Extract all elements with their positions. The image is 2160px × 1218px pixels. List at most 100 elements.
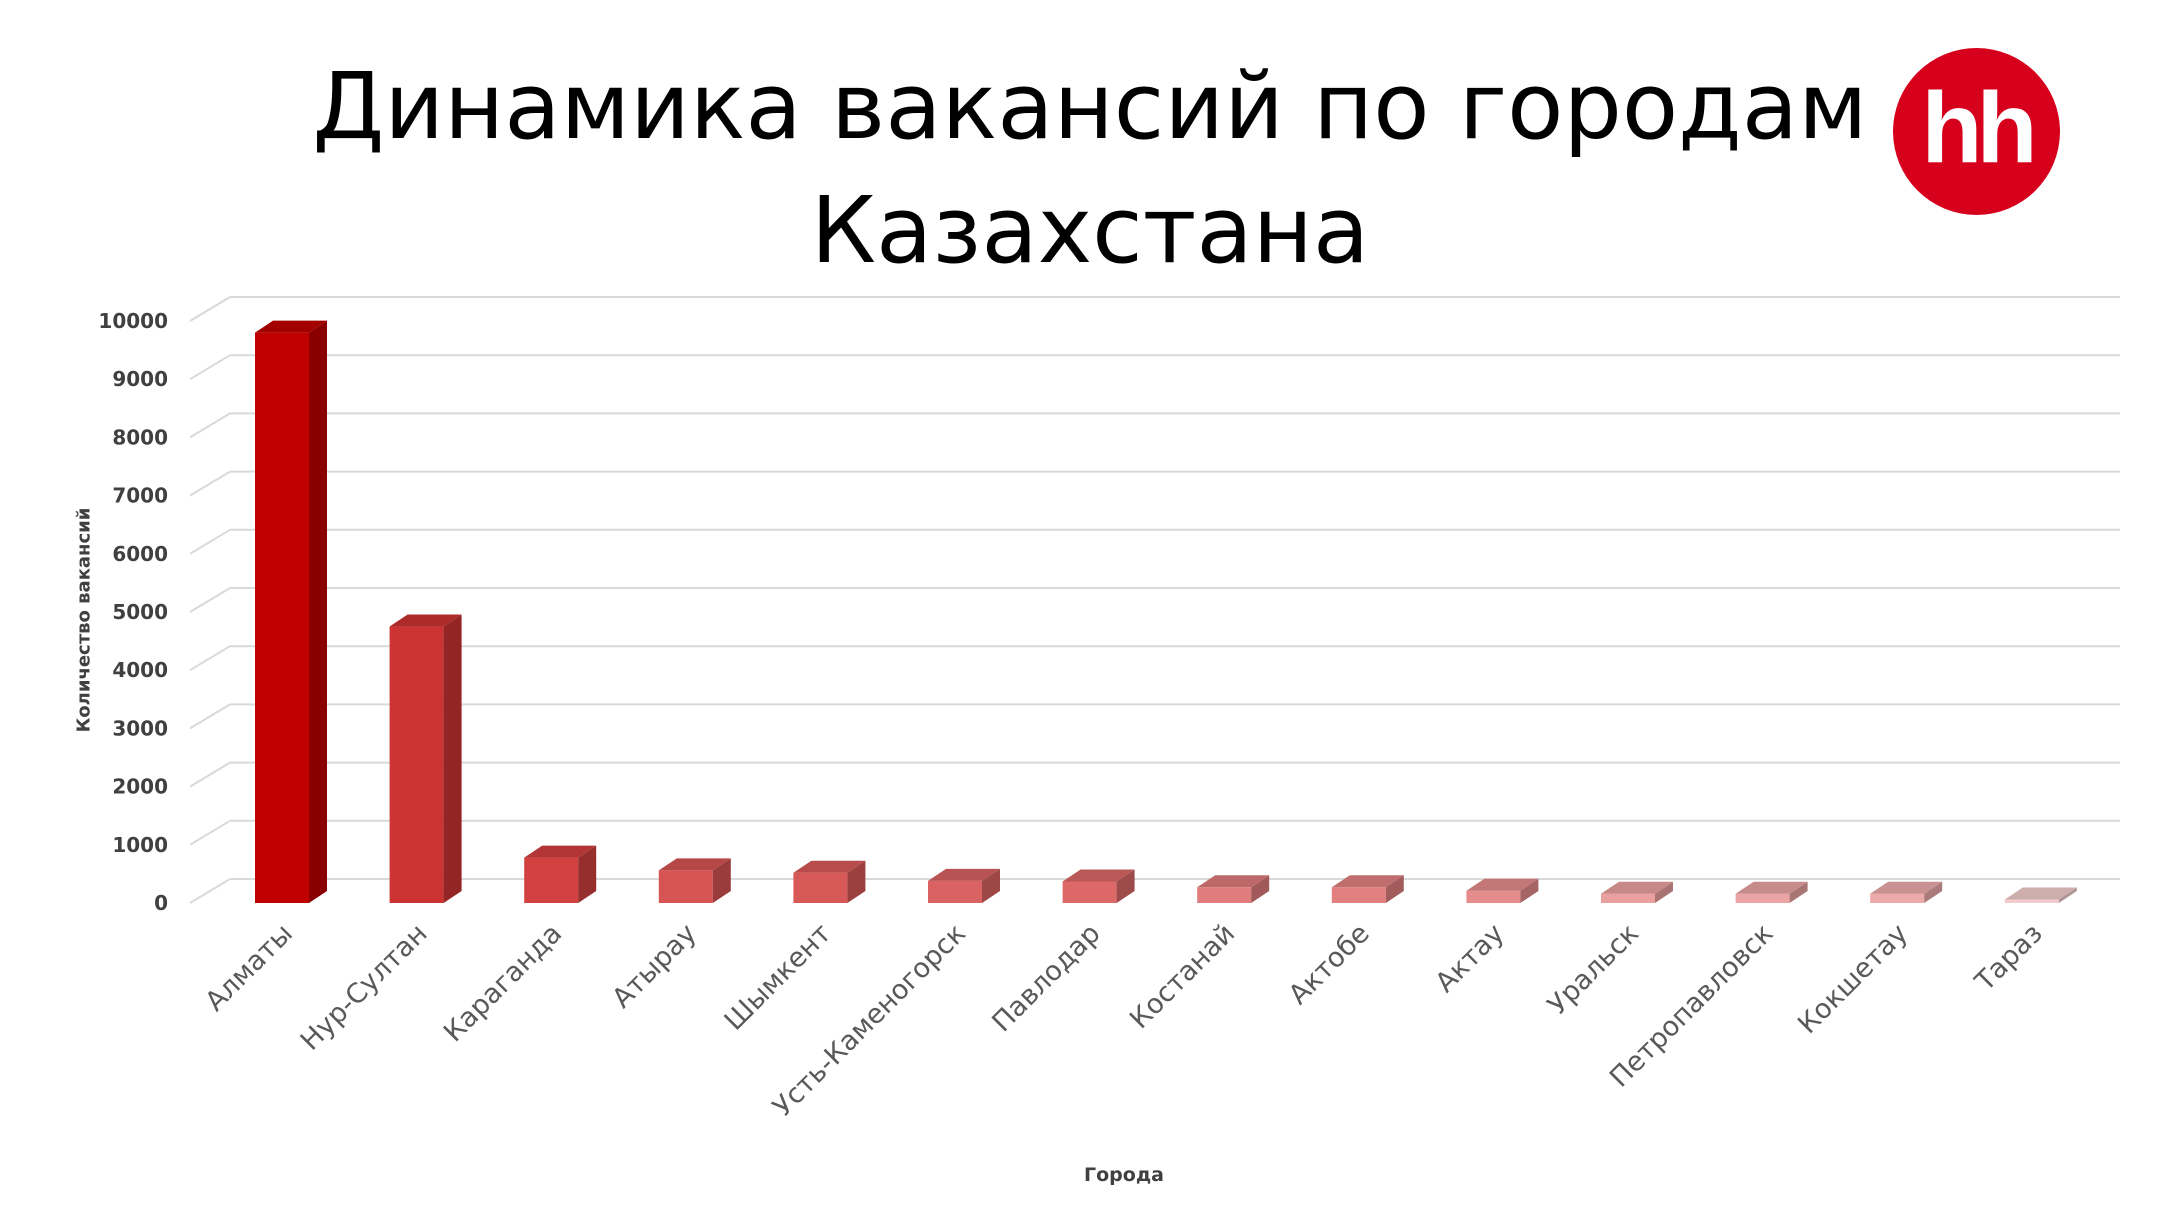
y-tick-label: 0 <box>154 891 168 915</box>
y-tick-labels: 0 1000 2000 3000 4000 5000 6000 7000 8000 9000 100… <box>98 309 168 915</box>
x-tick-label: Тараз <box>1969 918 2049 998</box>
bar-side <box>847 860 866 903</box>
bar-side <box>1385 875 1404 903</box>
x-tick-label: Актау <box>1430 918 1511 999</box>
x-tick-label: Кокшетау <box>1792 918 1914 1040</box>
bar <box>255 320 327 903</box>
hh-logo-text: hh <box>1921 71 2037 184</box>
bar-top <box>1870 881 1943 894</box>
gridline-side <box>189 587 231 613</box>
bar <box>1601 881 1673 903</box>
y-tick-label: 10000 <box>98 309 168 333</box>
bar-front <box>928 880 982 903</box>
bars <box>255 320 2077 903</box>
bar <box>524 845 597 903</box>
bar-top <box>524 845 597 858</box>
bar-side <box>309 320 327 903</box>
x-tick-label: Актобе <box>1283 918 1376 1011</box>
y-tick-label: 1000 <box>112 833 168 857</box>
x-tick-label: Алматы <box>199 918 298 1017</box>
bar-front <box>1735 893 1790 903</box>
y-tick-label: 2000 <box>112 775 168 799</box>
x-tick-label: Атырау <box>606 918 702 1014</box>
bar-front <box>1870 893 1925 903</box>
x-tick-label: Караганда <box>438 918 568 1048</box>
bar-top <box>2004 887 2077 900</box>
y-tick-label: 8000 <box>112 425 168 449</box>
bar <box>389 614 462 903</box>
bar-side <box>1116 869 1135 903</box>
bar-side <box>1251 875 1270 903</box>
bar-side <box>982 868 1000 903</box>
y-tick-label: 9000 <box>112 367 168 391</box>
bar-front <box>2004 899 2059 903</box>
gridline-side <box>189 296 231 322</box>
bar-top <box>658 858 731 871</box>
bar-side <box>1655 881 1673 903</box>
bar-top <box>928 868 1000 881</box>
gridline-side <box>189 819 231 846</box>
gridline-side <box>189 528 231 555</box>
y-tick-label: 3000 <box>112 716 168 740</box>
bar-top <box>793 860 866 873</box>
bar <box>1735 881 1808 903</box>
x-axis-title: Города <box>1084 1164 1164 1186</box>
y-tick-label: 7000 <box>112 484 168 508</box>
bar-front <box>1601 893 1655 903</box>
bar-top <box>1062 869 1135 882</box>
bar <box>2004 887 2077 903</box>
gridline-side <box>189 645 231 672</box>
y-axis-title: Количество вакансий <box>73 507 95 733</box>
hh-logo: hh <box>1893 48 2060 215</box>
bar-side <box>1789 881 1808 903</box>
bar <box>1197 875 1270 903</box>
bar-top <box>389 614 462 627</box>
bar <box>1466 878 1539 903</box>
bar-top <box>1601 881 1673 894</box>
bar-side <box>1924 881 1943 903</box>
bar-front <box>1466 890 1521 903</box>
bar-side <box>1520 878 1539 903</box>
bar-front <box>255 332 309 903</box>
x-tick-label: Уральск <box>1542 918 1645 1021</box>
bar-side <box>443 614 462 903</box>
y-tick-label: 6000 <box>112 542 168 566</box>
bar-top <box>255 320 327 333</box>
bar-side <box>578 845 597 903</box>
bar-top <box>1466 878 1539 891</box>
bar <box>1331 875 1404 903</box>
bar <box>1870 881 1943 903</box>
bar-side <box>2058 887 2077 903</box>
bar-front <box>389 626 444 903</box>
bar-front <box>658 870 713 903</box>
y-tick-label: 5000 <box>112 600 168 624</box>
gridline-side <box>189 761 231 788</box>
bar-front <box>524 857 579 903</box>
x-tick-label: Нур-Султан <box>295 918 434 1057</box>
gridline-side <box>189 412 231 439</box>
x-tick-label: Костанай <box>1124 918 1241 1035</box>
y-tick-label: 4000 <box>112 658 168 682</box>
bar-front <box>1197 887 1252 903</box>
gridline-side <box>189 703 231 730</box>
bar-top <box>1331 875 1404 888</box>
chart-title: Динамика вакансий по городам Казахстана <box>312 53 1868 284</box>
x-tick-label: Павлодар <box>986 918 1106 1038</box>
bar-top <box>1197 875 1270 888</box>
bar <box>658 858 731 903</box>
x-tick-label: Шымкент <box>719 918 838 1037</box>
bar <box>1062 869 1135 903</box>
bar-front <box>793 872 848 903</box>
bar-front <box>1062 881 1117 903</box>
gridlines <box>189 296 2120 904</box>
bar-side <box>712 858 731 903</box>
bar-top <box>1735 881 1808 894</box>
bar <box>928 868 1000 903</box>
gridline-side <box>189 878 231 904</box>
gridline-side <box>189 354 231 381</box>
bar-front <box>1331 887 1386 903</box>
gridline-side <box>189 470 231 497</box>
bar <box>793 860 866 903</box>
